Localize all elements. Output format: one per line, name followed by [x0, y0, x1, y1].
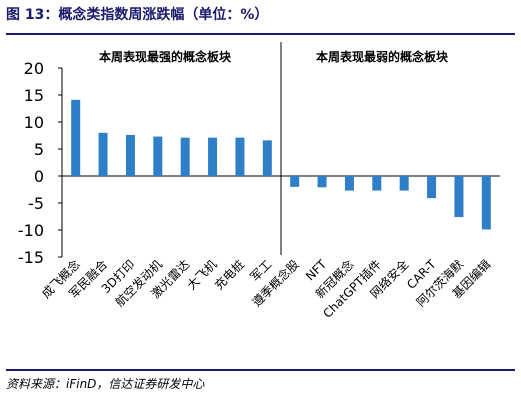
panel-title-strongest: 本周表现最强的概念板块	[99, 49, 232, 64]
bar	[344, 176, 354, 191]
y-tick-label: -15	[18, 248, 44, 267]
bar	[290, 176, 300, 187]
bar	[262, 140, 272, 176]
y-tick-label: 5	[34, 140, 44, 159]
y-tick-label: 20	[24, 59, 44, 78]
y-tick-label: 0	[34, 167, 44, 186]
bottom-rule	[6, 369, 515, 371]
bar	[454, 176, 464, 218]
bar	[153, 136, 163, 176]
category-label: 充电桩	[211, 257, 247, 293]
bar	[180, 137, 190, 176]
y-tick-label: 15	[24, 86, 44, 105]
bar	[399, 176, 409, 191]
y-tick-label: -5	[28, 194, 44, 213]
bar	[317, 176, 327, 188]
figure-title: 图 13：概念类指数周涨跌幅（单位：%）	[6, 7, 269, 23]
bar	[98, 132, 108, 176]
bar	[427, 176, 437, 199]
source-note: 资料来源：iFinD，信达证券研发中心	[6, 377, 205, 391]
bar	[71, 99, 81, 176]
category-label: 大飞机	[184, 257, 219, 292]
y-tick-label: -10	[18, 221, 44, 240]
bar	[208, 137, 218, 176]
bar	[372, 176, 382, 191]
bar	[481, 176, 491, 230]
panel-title-weakest: 本周表现最弱的概念板块	[316, 49, 449, 64]
bar	[235, 137, 245, 176]
top-rule	[6, 33, 515, 35]
bar	[125, 134, 135, 176]
y-tick-label: 10	[24, 113, 44, 132]
